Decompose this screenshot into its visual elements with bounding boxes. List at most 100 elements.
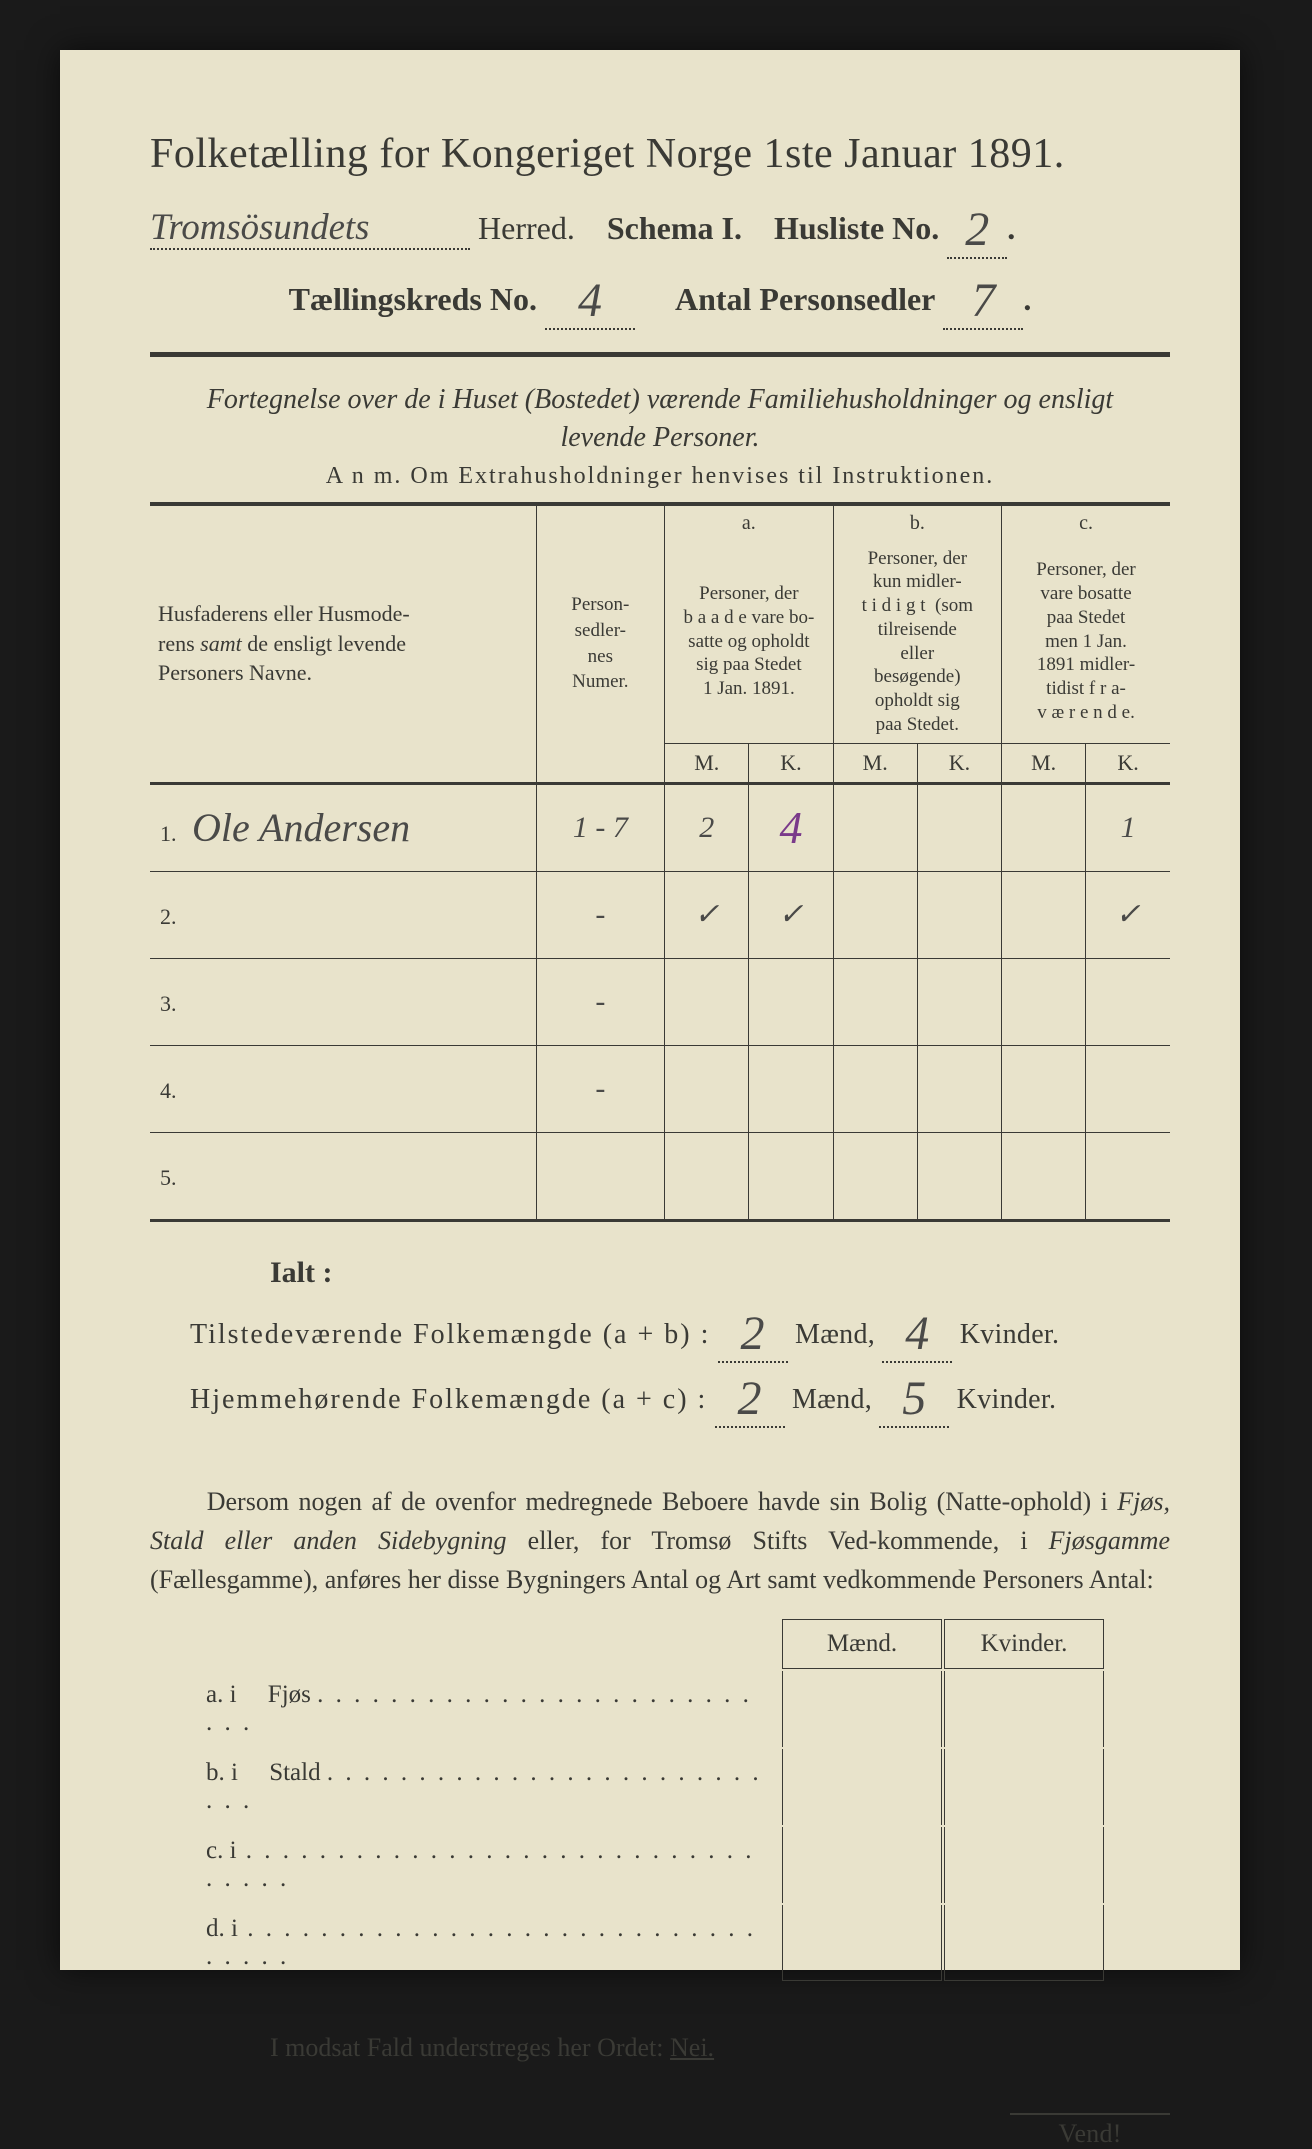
sum2-label: Hjemmehørende Folkemængde (a + c) : — [190, 1384, 707, 1415]
cell: 2 — [665, 783, 749, 871]
side-m-head: Mænd. — [782, 1619, 942, 1669]
side-row-d: d. i . . . . . . . . . . . . . . . . . .… — [192, 1905, 780, 1981]
vend-text: Vend! — [1010, 2113, 1170, 2149]
cell — [917, 783, 1001, 871]
cell: 4 — [779, 802, 802, 853]
col-name-head: Husfaderens eller Husmode-rens samt de e… — [150, 504, 536, 784]
cell: ✓ — [1086, 871, 1170, 958]
cell — [1002, 871, 1086, 958]
kreds-value: 4 — [545, 273, 635, 330]
numer-cell: 1 - 7 — [536, 783, 665, 871]
summary-ab: Tilstedeværende Folkemængde (a + b) : 2 … — [190, 1300, 1170, 1357]
census-form-page: Folketælling for Kongeriget Norge 1ste J… — [60, 50, 1240, 1970]
row-num: 2. — [160, 904, 177, 929]
table-row: 1. Ole Andersen 1 - 7 2 4 1 — [150, 783, 1170, 871]
cell — [1002, 958, 1086, 1045]
sum2-m: 2 — [715, 1371, 785, 1428]
side-cell — [944, 1905, 1104, 1981]
table-row: 3. - — [150, 958, 1170, 1045]
husliste-value: 2 — [947, 202, 1007, 259]
anm-note: A n m. Om Extrahusholdninger henvises ti… — [150, 463, 1170, 490]
side-building-table: Mænd. Kvinder. a. i Fjøs . . . . . . . .… — [190, 1617, 1106, 1983]
row-num: 1. — [160, 821, 177, 846]
side-cell — [944, 1671, 1104, 1747]
fjos-paragraph: Dersom nogen af de ovenfor medregnede Be… — [150, 1482, 1170, 1599]
cell — [833, 783, 917, 871]
b-k: K. — [917, 743, 1001, 783]
nei-word: Nei. — [670, 2033, 714, 2062]
divider-rule — [150, 352, 1170, 357]
side-cell — [782, 1749, 942, 1825]
sedler-label: Antal Personsedler — [675, 281, 935, 317]
subtitle: Fortegnelse over de i Huset (Bostedet) v… — [150, 381, 1170, 457]
kvinder-label: Kvinder. — [960, 1319, 1060, 1350]
row-num: 5. — [160, 1165, 177, 1190]
cell — [1002, 783, 1086, 871]
cell — [833, 1045, 917, 1132]
cell — [536, 1132, 665, 1220]
summary-ac: Hjemmehørende Folkemængde (a + c) : 2 Mæ… — [190, 1365, 1170, 1422]
sum1-k: 4 — [882, 1306, 952, 1363]
cell: 1 — [1086, 783, 1170, 871]
side-cell — [782, 1671, 942, 1747]
subtitle-line1: Fortegnelse over de i Huset (Bostedet) v… — [207, 384, 1113, 415]
a-k: K. — [749, 743, 833, 783]
col-numer-head: Person-sedler-nesNumer. — [536, 504, 665, 784]
subtitle-line2: levende Personer. — [560, 422, 759, 453]
side-k-head: Kvinder. — [944, 1619, 1104, 1669]
cell: - — [536, 958, 665, 1045]
cell — [1002, 1132, 1086, 1220]
col-c-label: c. — [1002, 504, 1170, 541]
cell — [665, 958, 749, 1045]
table-row: 4. - — [150, 1045, 1170, 1132]
cell: ✓ — [749, 871, 833, 958]
cell — [749, 958, 833, 1045]
col-b-head: Personer, derkun midler-t i d i g t (som… — [833, 541, 1001, 744]
maend-label: Mænd, — [795, 1319, 875, 1350]
cell: - — [536, 871, 665, 958]
col-a-head: Personer, derb a a d e vare bo-satte og … — [665, 541, 833, 744]
side-cell — [944, 1749, 1104, 1825]
cell — [917, 1132, 1001, 1220]
census-table: Husfaderens eller Husmode-rens samt de e… — [150, 502, 1170, 1222]
cell — [665, 1045, 749, 1132]
cell — [1086, 1132, 1170, 1220]
sum1-m: 2 — [718, 1306, 788, 1363]
herred-field: Tromsösundets — [150, 205, 470, 250]
form-title: Folketælling for Kongeriget Norge 1ste J… — [150, 130, 1170, 178]
kvinder-label: Kvinder. — [957, 1384, 1057, 1415]
side-row-c: c. i . . . . . . . . . . . . . . . . . .… — [192, 1827, 780, 1903]
herred-label: Herred. — [478, 210, 575, 246]
cell — [1002, 1045, 1086, 1132]
col-b-label: b. — [833, 504, 1001, 541]
cell — [1086, 1045, 1170, 1132]
c-k: K. — [1086, 743, 1170, 783]
kreds-label: Tællingskreds No. — [289, 281, 537, 317]
side-cell — [782, 1905, 942, 1981]
side-cell — [782, 1827, 942, 1903]
scan-background: Folketælling for Kongeriget Norge 1ste J… — [0, 0, 1312, 2048]
nei-prefix: I modsat Fald understreges her Ordet: — [270, 2033, 664, 2062]
cell — [833, 1132, 917, 1220]
table-row: 5. — [150, 1132, 1170, 1220]
sum1-label: Tilstedeværende Folkemængde (a + b) : — [190, 1319, 710, 1350]
cell — [1086, 958, 1170, 1045]
side-row-a: a. i Fjøs . . . . . . . . . . . . . . . … — [192, 1671, 780, 1747]
table-row: 2. - ✓ ✓ ✓ — [150, 871, 1170, 958]
cell — [917, 958, 1001, 1045]
cell — [917, 1045, 1001, 1132]
cell: - — [536, 1045, 665, 1132]
a-m: M. — [665, 743, 749, 783]
sum2-k: 5 — [879, 1371, 949, 1428]
row-num: 3. — [160, 991, 177, 1016]
vend-label: Vend! — [150, 2113, 1170, 2149]
col-c-head: Personer, dervare bosattepaa Stedetmen 1… — [1002, 541, 1170, 744]
cell — [833, 871, 917, 958]
sedler-value: 7 — [943, 273, 1023, 330]
col-a-label: a. — [665, 504, 833, 541]
header-line-3: Tællingskreds No. 4 Antal Personsedler 7… — [150, 267, 1170, 324]
cell — [833, 958, 917, 1045]
husliste-label: Husliste No. — [774, 210, 939, 246]
cell: ✓ — [665, 871, 749, 958]
b-m: M. — [833, 743, 917, 783]
